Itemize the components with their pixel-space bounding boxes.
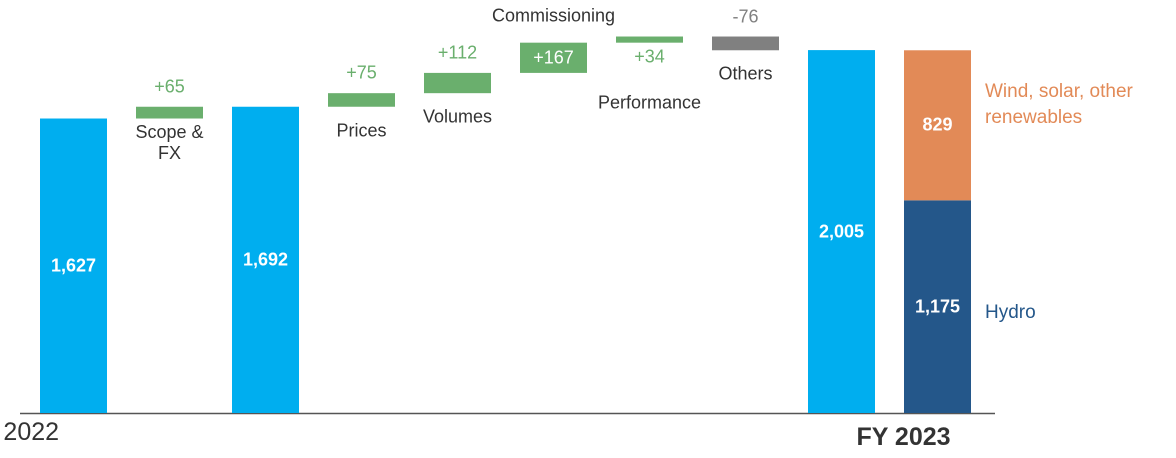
segment-label: 1,175 (914, 296, 961, 317)
delta-bar (424, 72, 491, 94)
total-bar (808, 50, 875, 413)
category-label: Scope & FX (135, 121, 204, 163)
total-label: 2,005 (818, 221, 865, 242)
delta-bar (712, 36, 779, 51)
legend-label: Hydro (985, 301, 1036, 323)
delta-bar (616, 36, 683, 43)
total-bar (232, 106, 299, 414)
total-label: 1,692 (242, 249, 289, 270)
category-label: Performance (597, 92, 702, 113)
total-label: 1,627 (50, 255, 97, 276)
delta-label: +75 (346, 62, 377, 83)
period-label: FY 2022 (0, 418, 60, 446)
delta-bar (328, 93, 395, 107)
total-bar (40, 118, 107, 413)
delta-bar (520, 42, 587, 73)
category-label: Volumes (422, 106, 493, 127)
period-label: FY 2023 (856, 423, 951, 451)
legend-label: Wind, solar, other renewables (985, 81, 1133, 129)
delta-label: +34 (634, 46, 665, 67)
delta-label: +167 (533, 47, 574, 68)
delta-label: +65 (154, 76, 185, 97)
delta-label: +112 (437, 42, 478, 63)
stack-segment (904, 200, 971, 413)
segment-label: 829 (922, 114, 953, 135)
delta-bar (136, 106, 203, 119)
category-label: Commissioning (491, 5, 616, 26)
category-label: Prices (336, 120, 387, 141)
stack-segment (904, 50, 971, 201)
delta-label: -76 (732, 6, 759, 27)
category-label: Others (718, 63, 773, 84)
